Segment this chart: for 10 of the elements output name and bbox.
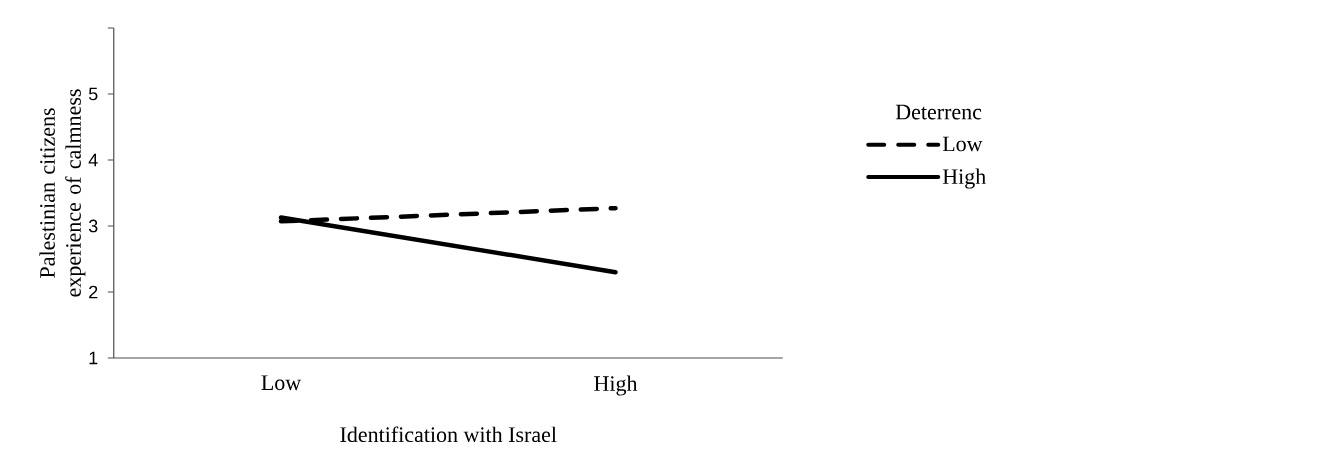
x-axis-title: Identification with Israel: [340, 426, 557, 443]
y-tick-label: 4: [88, 153, 98, 167]
y-tick-label: 2: [89, 285, 98, 299]
legend-label: High: [942, 168, 986, 189]
y-tick-label: 3: [88, 219, 98, 233]
y-tick-label: 1: [89, 351, 98, 365]
y-axis-title: Palestinian citizens experience of calmness: [39, 89, 86, 297]
legend-label: Low: [942, 136, 983, 152]
y-tick-label: 5: [88, 87, 98, 101]
legend-title: Deterrenc: [895, 104, 982, 120]
